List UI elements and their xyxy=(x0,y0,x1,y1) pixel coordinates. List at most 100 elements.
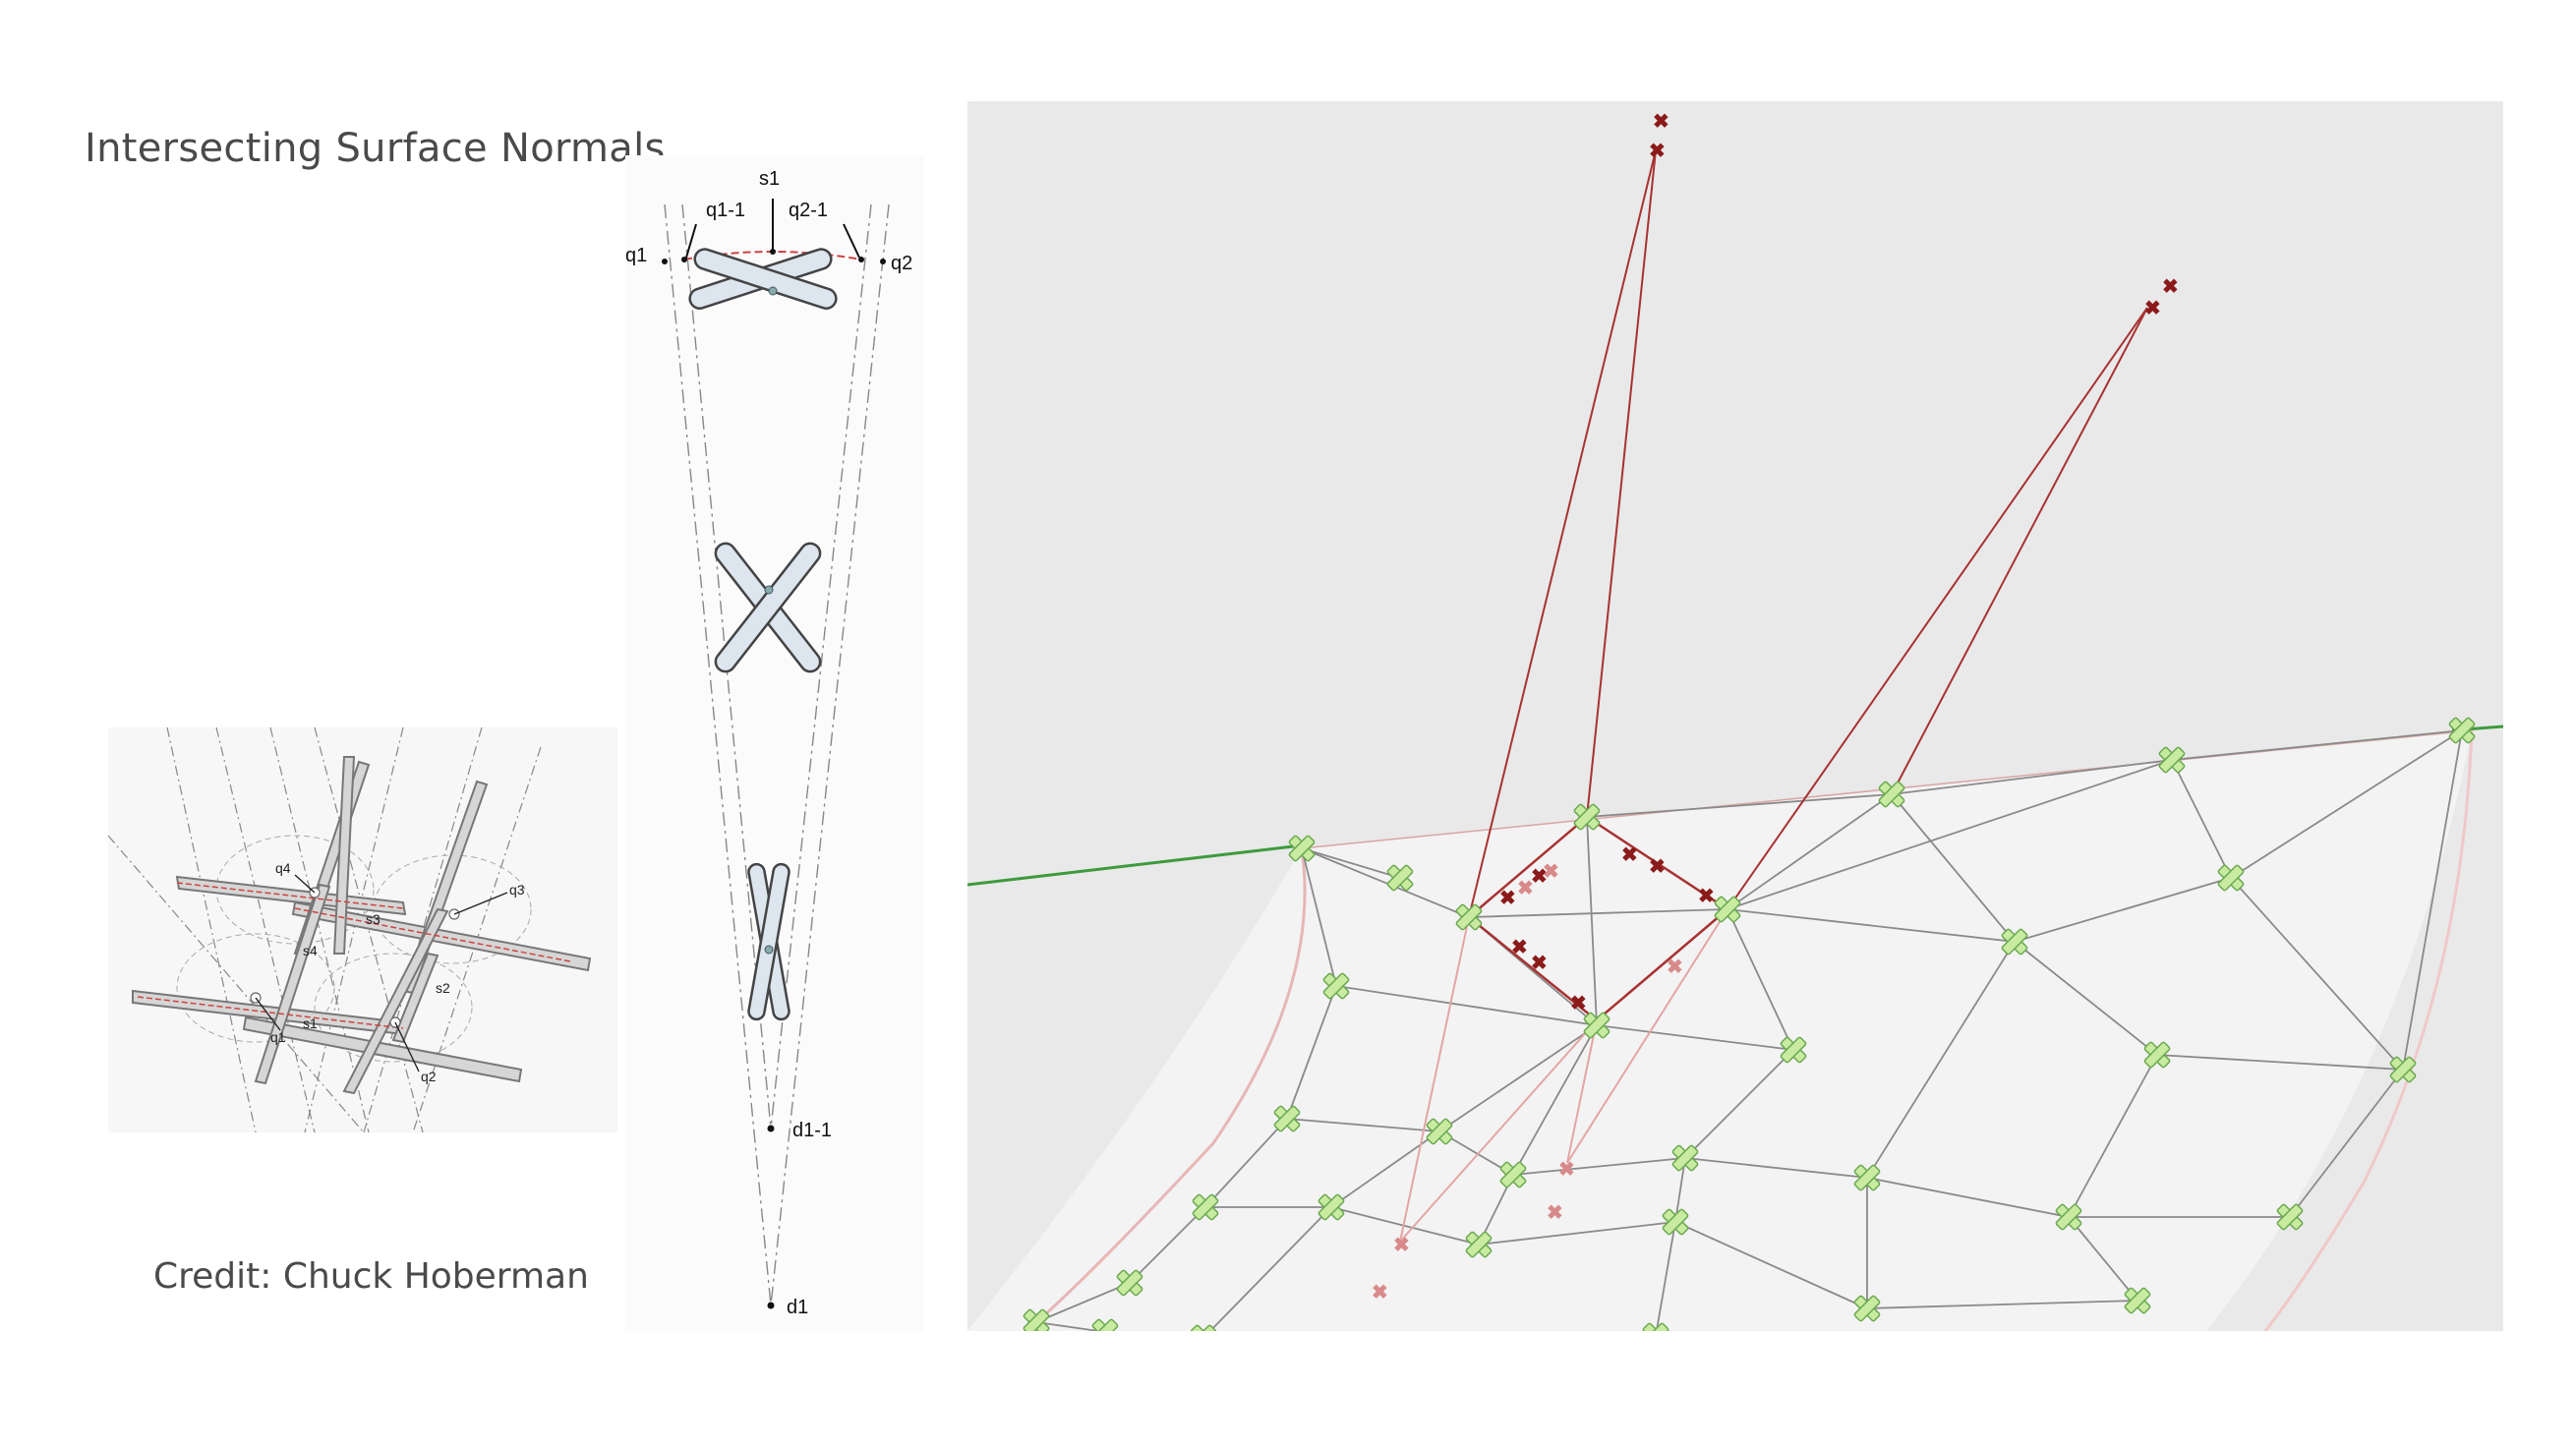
mesh-edge xyxy=(1674,1157,1686,1223)
cone-label-d1-1: d1-1 xyxy=(792,1120,832,1141)
mesh-node-icon[interactable] xyxy=(1459,1225,1498,1264)
iso-label-q1: q1 xyxy=(270,1029,286,1045)
mesh-node-icon[interactable] xyxy=(1995,922,2034,961)
mesh-edge xyxy=(1655,1221,1676,1331)
mesh-edge xyxy=(2230,729,2463,879)
mesh-edge xyxy=(1684,1049,1794,1159)
mesh-node-icon[interactable] xyxy=(1567,797,1607,837)
mesh-edge xyxy=(1866,941,2016,1179)
mesh-edge xyxy=(1478,1221,1676,1246)
mesh-node-icon[interactable] xyxy=(1110,1263,1149,1303)
mesh-node-icon[interactable] xyxy=(1267,1099,1307,1138)
mesh-node-icon[interactable] xyxy=(1847,1158,1887,1197)
mesh-node-icon[interactable] xyxy=(1577,1006,1616,1045)
mesh-node-icon[interactable] xyxy=(1656,1202,1695,1242)
mesh-node-icon[interactable] xyxy=(1312,1188,1351,1227)
mesh-node-icon[interactable] xyxy=(1282,829,1321,868)
mesh-edge xyxy=(1301,847,1401,879)
point-marker-icon: ✖ xyxy=(1698,886,1715,907)
mesh-edge xyxy=(1301,847,1470,918)
mesh-edge xyxy=(1512,1157,1686,1176)
mesh-edge xyxy=(1596,1024,1794,1051)
point-marker-icon: ✖ xyxy=(1558,1159,1575,1181)
point-marker-icon: ✖ xyxy=(1531,953,1548,974)
mesh-edge xyxy=(1208,1206,1332,1331)
mesh-edge xyxy=(1335,985,1598,1026)
mesh-edge xyxy=(1727,908,1794,1051)
mesh-edge xyxy=(2230,877,2404,1071)
mesh-node-icon[interactable] xyxy=(1708,890,1747,929)
mesh-edge xyxy=(1204,1118,1288,1208)
mesh-edge xyxy=(1468,908,1728,918)
mesh-node-icon[interactable] xyxy=(1085,1312,1125,1331)
mesh-edge xyxy=(1035,1282,1131,1323)
mesh-edge xyxy=(2068,1054,2158,1218)
mesh-node-icon[interactable] xyxy=(1774,1030,1813,1070)
mesh-node-icon[interactable] xyxy=(1017,1303,1056,1331)
mesh-node-icon[interactable] xyxy=(1380,858,1420,898)
isometric-scissor-diagram: q4 q3 s3 s4 s2 q1 s1 q2 xyxy=(107,726,617,1133)
cone-label-q1: q1 xyxy=(625,245,647,266)
mesh-node-icon[interactable] xyxy=(2152,740,2192,780)
point-marker-icon: ✖ xyxy=(1543,861,1559,883)
mesh-edge xyxy=(1301,847,1337,987)
mesh-node-icon[interactable] xyxy=(2270,1197,2310,1237)
mesh-node-icon[interactable] xyxy=(2383,1050,2423,1089)
cone-label-q2-1: q2-1 xyxy=(789,200,828,221)
point-marker-icon: ✖ xyxy=(1372,1282,1388,1304)
surface-normal-line xyxy=(1468,149,1657,918)
mesh-node-icon[interactable] xyxy=(1847,1289,1887,1328)
iso-label-s2: s2 xyxy=(436,980,450,996)
mesh-node-icon[interactable] xyxy=(1872,775,1911,814)
point-marker-icon: ✖ xyxy=(2162,276,2179,298)
3d-viewport[interactable]: ✖ ✖ ✖ ✖ ✖ ✖ ✖ ✖ ✖ ✖ ✖ ✖ ✖ ✖ ✖ ✖ ✖ ✖ ✖ xyxy=(967,101,2503,1331)
mesh-edge xyxy=(2171,729,2463,761)
mesh-edge xyxy=(1866,1300,2138,1309)
mesh-edge xyxy=(1891,793,2016,943)
surface-normal-line xyxy=(1586,149,1657,818)
mesh-edge xyxy=(1674,1221,1868,1309)
point-marker-icon: ✖ xyxy=(2144,298,2161,319)
mesh-node-icon[interactable] xyxy=(2442,711,2482,750)
point-marker-icon: ✖ xyxy=(1393,1235,1410,1256)
point-marker-icon: ✖ xyxy=(1511,937,1528,958)
point-marker-icon: ✖ xyxy=(1531,866,1548,888)
point-marker-icon: ✖ xyxy=(1621,844,1638,866)
mesh-edge xyxy=(1586,816,1598,1026)
iso-label-q3: q3 xyxy=(509,882,525,898)
iso-label-s4: s4 xyxy=(303,943,318,958)
point-marker-icon: ✖ xyxy=(1653,111,1669,133)
mesh-node-icon[interactable] xyxy=(1666,1138,1705,1178)
mesh-node-icon[interactable] xyxy=(1420,1112,1459,1151)
mesh-node-icon[interactable] xyxy=(1317,966,1356,1006)
mesh-node-icon[interactable] xyxy=(1449,898,1489,937)
cone-label-q2: q2 xyxy=(891,253,912,274)
mesh-edge xyxy=(2014,941,2158,1056)
mesh-edge xyxy=(2171,759,2232,879)
mesh-edge xyxy=(1586,793,1893,818)
mesh-edge xyxy=(1129,1206,1206,1284)
point-marker-icon: ✖ xyxy=(1649,141,1666,162)
iso-label-q2: q2 xyxy=(421,1069,437,1084)
mesh-node-icon[interactable] xyxy=(1636,1316,1675,1331)
surface-normal-line xyxy=(1727,307,2148,910)
faint-normal-line xyxy=(1566,908,1728,1164)
mesh-edge xyxy=(1727,759,2173,910)
point-marker-icon: ✖ xyxy=(1667,956,1683,978)
mesh-node-icon[interactable] xyxy=(1184,1318,1223,1331)
mesh-edge xyxy=(2289,1069,2404,1218)
mesh-node-icon[interactable] xyxy=(1493,1155,1533,1194)
mesh-node-icon[interactable] xyxy=(2211,858,2251,898)
mesh-edge xyxy=(1512,1024,1598,1176)
mesh-edge xyxy=(1866,1177,2070,1218)
mesh-node-icon[interactable] xyxy=(2137,1035,2177,1074)
cone-diagram: s1 q1-1 q2-1 q1 q2 d1-1 d1 xyxy=(625,155,924,1331)
mesh-node-icon[interactable] xyxy=(2118,1281,2157,1320)
faint-normal-line xyxy=(1399,916,1470,1243)
mesh-edge xyxy=(1684,1157,1868,1179)
surface-normal-line xyxy=(1891,307,2148,795)
point-marker-icon: ✖ xyxy=(1499,888,1516,909)
mesh-node-icon[interactable] xyxy=(2049,1197,2088,1237)
iso-label-s1: s1 xyxy=(303,1015,318,1031)
mesh-node-icon[interactable] xyxy=(1186,1188,1225,1227)
